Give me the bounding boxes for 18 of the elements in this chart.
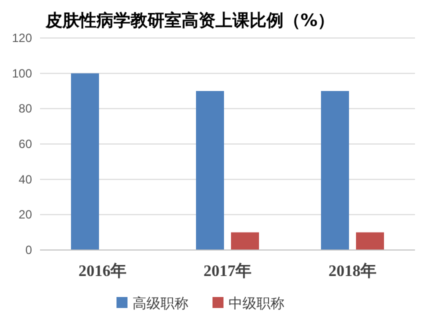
y-tick-label: 100 (12, 66, 32, 80)
chart-title: 皮肤性病学教研室高资上课比例（%） (44, 11, 335, 31)
bar (196, 91, 224, 250)
legend-label: 中级职称 (228, 296, 284, 312)
y-tick-label: 80 (18, 102, 32, 116)
y-tick-label: 20 (18, 208, 32, 222)
y-tick-label: 120 (12, 31, 32, 45)
bar (356, 232, 384, 250)
bar (231, 232, 259, 250)
x-tick-label: 2018年 (328, 262, 376, 280)
x-tick-label: 2016年 (78, 262, 126, 280)
y-tick-label: 40 (18, 172, 32, 186)
bar (321, 91, 349, 250)
x-tick-label: 2017年 (204, 262, 252, 280)
y-tick-label: 0 (25, 243, 32, 257)
bar (71, 73, 99, 250)
y-tick-label: 60 (18, 137, 32, 151)
legend-label: 高级职称 (132, 296, 188, 312)
